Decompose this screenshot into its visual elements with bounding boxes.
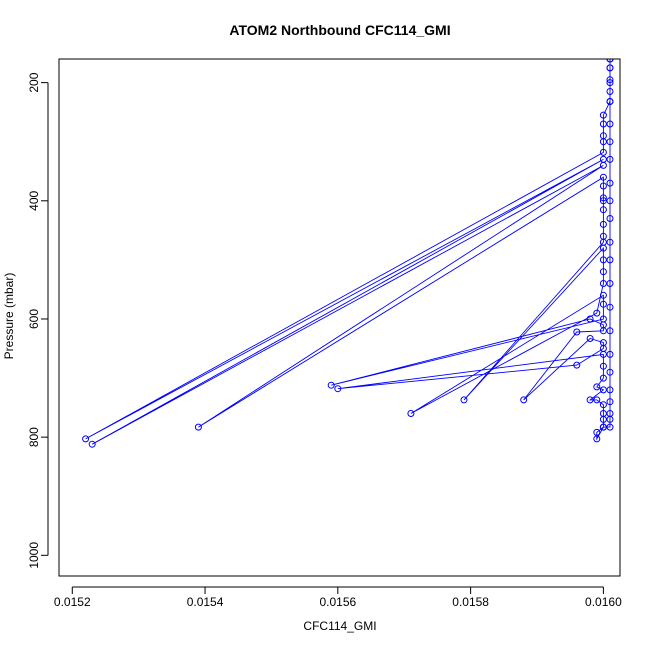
data-point (599, 111, 607, 119)
data-point (599, 120, 607, 128)
data-point (599, 280, 607, 287)
data-point (599, 386, 607, 394)
data-point (606, 238, 614, 246)
data-point (88, 440, 96, 448)
x-tick-label: 0.0154 (187, 595, 224, 609)
data-point (606, 138, 614, 146)
data-point (573, 361, 581, 369)
data-point (606, 59, 614, 63)
data-point (606, 197, 614, 205)
data-point (460, 396, 468, 404)
data-point (606, 215, 614, 222)
data-point (606, 79, 614, 87)
y-tick-label: 200 (27, 72, 41, 92)
data-point (606, 386, 614, 394)
data-point (599, 401, 607, 409)
data-point (606, 350, 614, 358)
y-tick-label: 800 (27, 427, 41, 447)
data-point (599, 244, 607, 252)
data-point (327, 381, 335, 389)
data-point (599, 182, 607, 190)
data-point (599, 291, 607, 299)
data-point (599, 415, 607, 423)
data-point (606, 303, 614, 311)
data-point (599, 362, 607, 370)
data-point (599, 197, 607, 205)
data-point (194, 423, 202, 431)
data-point (593, 435, 601, 443)
y-tick-label: 400 (27, 190, 41, 210)
data-point (586, 335, 594, 342)
data-point (586, 396, 594, 404)
series-layer (82, 59, 614, 448)
x-tick-label: 0.0152 (54, 595, 91, 609)
data-point (606, 179, 614, 187)
x-axis: 0.0152 0.0154 0.0156 0.0158 0.0160 (54, 586, 622, 609)
data-point (606, 88, 614, 95)
data-point (599, 138, 607, 146)
data-point (606, 120, 614, 128)
data-point (599, 220, 607, 228)
x-axis-label: CFC114_GMI (303, 619, 376, 633)
data-point (606, 76, 614, 84)
data-point (606, 327, 614, 335)
y-tick-label: 600 (27, 309, 41, 329)
data-point (599, 206, 607, 214)
data-point (599, 161, 607, 169)
data-point (334, 385, 342, 393)
y-axis-label: Pressure (mbar) (2, 273, 16, 360)
data-point (599, 350, 607, 358)
data-point (593, 383, 601, 391)
x-tick-label: 0.0156 (319, 595, 356, 609)
data-point (599, 268, 607, 276)
data-point (606, 368, 614, 376)
data-point (606, 155, 614, 163)
data-point (599, 256, 607, 264)
series-line (85, 59, 611, 445)
data-point (599, 173, 607, 181)
data-point (606, 423, 614, 431)
x-tick-label: 0.0158 (452, 595, 489, 609)
data-point (520, 396, 528, 404)
y-axis: 200 400 600 800 1000 (27, 72, 49, 569)
data-point (599, 423, 607, 431)
data-point (606, 280, 614, 287)
data-point (82, 435, 90, 443)
data-point (593, 396, 601, 404)
data-point (593, 309, 601, 317)
data-point (606, 398, 614, 406)
data-point (599, 194, 607, 202)
data-point (599, 300, 607, 308)
x-tick-label: 0.0160 (585, 595, 622, 609)
data-point (599, 148, 607, 156)
y-tick-label: 1000 (27, 542, 41, 569)
data-point (407, 410, 415, 417)
data-point (586, 315, 594, 323)
data-point (599, 374, 607, 382)
data-point (606, 410, 614, 417)
data-point (573, 328, 581, 336)
data-point (599, 327, 607, 335)
data-point (606, 256, 614, 264)
chart-title: ATOM2 Northbound CFC114_GMI (229, 22, 450, 38)
data-point (606, 98, 614, 105)
plot-frame (58, 58, 621, 577)
data-point (606, 64, 614, 72)
